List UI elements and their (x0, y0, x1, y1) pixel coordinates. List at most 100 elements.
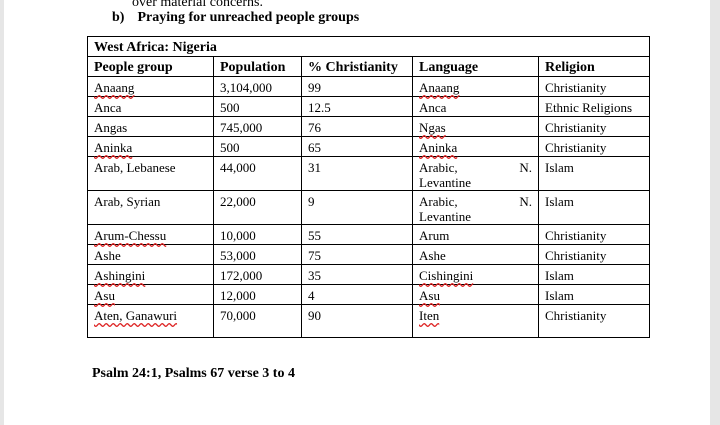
cell-religion: Christianity (538, 136, 650, 157)
cell-people-group: Aten, Ganawuri (87, 304, 214, 338)
cell-religion: Christianity (538, 304, 650, 338)
cell-text: Arab, Lebanese (94, 160, 176, 175)
cell-text: Christianity (545, 80, 607, 95)
previous-line-text: over material concerns. (132, 0, 263, 10)
cell-text: Aten, Ganawuri (94, 308, 178, 323)
cell-text: Arum (419, 228, 450, 243)
cell-text: Ethnic Religions (545, 100, 633, 115)
cell-text: 35 (308, 268, 321, 283)
cell-people-group: Ashe (87, 244, 214, 265)
cell-language: Ngas (412, 116, 539, 137)
cell-text: Islam (545, 288, 574, 303)
cell-percent-christianity: 99 (301, 76, 413, 97)
cell-text: Islam (545, 160, 574, 175)
cell-population: 10,000 (213, 224, 302, 245)
cell-text: Islam (545, 194, 574, 209)
cell-percent-christianity: 9 (301, 190, 413, 225)
heading-text: Praying for unreached people groups (137, 10, 360, 25)
cell-text: Angas (94, 120, 128, 135)
cell-text: Christianity (545, 308, 607, 323)
cell-religion: Christianity (538, 244, 650, 265)
cell-text: Ngas (419, 120, 446, 135)
cell-population: 745,000 (213, 116, 302, 137)
cell-language: Ashe (412, 244, 539, 265)
cell-religion: Islam (538, 264, 650, 285)
table-row: Aten, Ganawuri 70,000 90 Iten Christianity (87, 304, 650, 338)
cell-people-group: Aninka (87, 136, 214, 157)
cell-text: Anca (419, 100, 447, 115)
section-heading: b) Praying for unreached people groups (112, 10, 359, 26)
cell-percent-christianity: 76 (301, 116, 413, 137)
header-language: Language (412, 56, 539, 77)
cell-percent-christianity: 75 (301, 244, 413, 265)
cell-text: Islam (545, 268, 574, 283)
cell-religion: Islam (538, 156, 650, 191)
cell-population: 172,000 (213, 264, 302, 285)
people-groups-table: West Africa: Nigeria People group Populat… (87, 36, 650, 338)
cell-text: 44,000 (220, 160, 256, 175)
cell-population: 22,000 (213, 190, 302, 225)
cell-people-group: Ashingini (87, 264, 214, 285)
table-row: Angas 745,000 76 Ngas Christianity (87, 116, 650, 137)
cell-people-group: Anca (87, 96, 214, 117)
cell-text: 500 (220, 140, 240, 155)
cell-text: Asu (94, 288, 115, 303)
cell-text: Anca (94, 100, 122, 115)
cell-percent-christianity: 4 (301, 284, 413, 305)
cell-people-group: Asu (87, 284, 214, 305)
header-population: Population (213, 56, 302, 77)
cell-language: Aninka (412, 136, 539, 157)
cell-text: 31 (308, 160, 321, 175)
cell-text: Aninka (419, 140, 458, 155)
document-page: over material concerns. b) Praying for u… (4, 0, 710, 425)
cell-text: 22,000 (220, 194, 256, 209)
cell-language: Anca (412, 96, 539, 117)
table-title: West Africa: Nigeria (87, 36, 650, 57)
cell-percent-christianity: 90 (301, 304, 413, 338)
table-row: Ashingini 172,000 35 Cishingini Islam (87, 264, 650, 285)
cell-language: Arabic, N. Levantine (412, 190, 539, 225)
header-people-group: People group (87, 56, 214, 77)
cell-text: Arum-Chessu (94, 228, 167, 243)
cell-language: Iten (412, 304, 539, 338)
cell-language: Arabic, N. Levantine (412, 156, 539, 191)
cell-population: 53,000 (213, 244, 302, 265)
cell-text: 12,000 (220, 288, 256, 303)
cell-text: 90 (308, 308, 321, 323)
cell-population: 500 (213, 96, 302, 117)
cell-text: Christianity (545, 140, 607, 155)
cell-text: 53,000 (220, 248, 256, 263)
cell-text: 745,000 (220, 120, 263, 135)
cell-population: 500 (213, 136, 302, 157)
scripture-reference: Psalm 24:1, Psalms 67 verse 3 to 4 (92, 366, 295, 381)
table-row: Anca 500 12.5 Anca Ethnic Religions (87, 96, 650, 117)
table-row: Anaang 3,104,000 99 Anaang Christianity (87, 76, 650, 97)
cell-text: Iten (419, 308, 440, 323)
cell-text: Anaang (419, 80, 460, 95)
cell-text: 10,000 (220, 228, 256, 243)
cell-language: Anaang (412, 76, 539, 97)
table-row: Aninka 500 65 Aninka Christianity (87, 136, 650, 157)
cell-text: Asu (419, 288, 440, 303)
cell-text: 4 (308, 288, 315, 303)
cell-population: 3,104,000 (213, 76, 302, 97)
cell-language: Arum (412, 224, 539, 245)
cell-text: 500 (220, 100, 240, 115)
table-row: Arum-Chessu 10,000 55 Arum Christianity (87, 224, 650, 245)
cell-text: 9 (308, 194, 315, 209)
table-row: Ashe 53,000 75 Ashe Christianity (87, 244, 650, 265)
cell-percent-christianity: 65 (301, 136, 413, 157)
cell-religion: Christianity (538, 76, 650, 97)
cell-people-group: Arab, Lebanese (87, 156, 214, 191)
header-percent-christianity: % Christianity (301, 56, 413, 77)
cell-text: 3,104,000 (220, 80, 272, 95)
cell-people-group: Arab, Syrian (87, 190, 214, 225)
cell-percent-christianity: 55 (301, 224, 413, 245)
cell-text: 12.5 (308, 100, 331, 115)
cell-text: Christianity (545, 228, 607, 243)
cell-religion: Christianity (538, 116, 650, 137)
table-row: Arab, Syrian 22,000 9 Arabic, N. Levantine Isl… (87, 190, 650, 225)
cell-population: 44,000 (213, 156, 302, 191)
cell-people-group: Angas (87, 116, 214, 137)
cell-religion: Islam (538, 284, 650, 305)
